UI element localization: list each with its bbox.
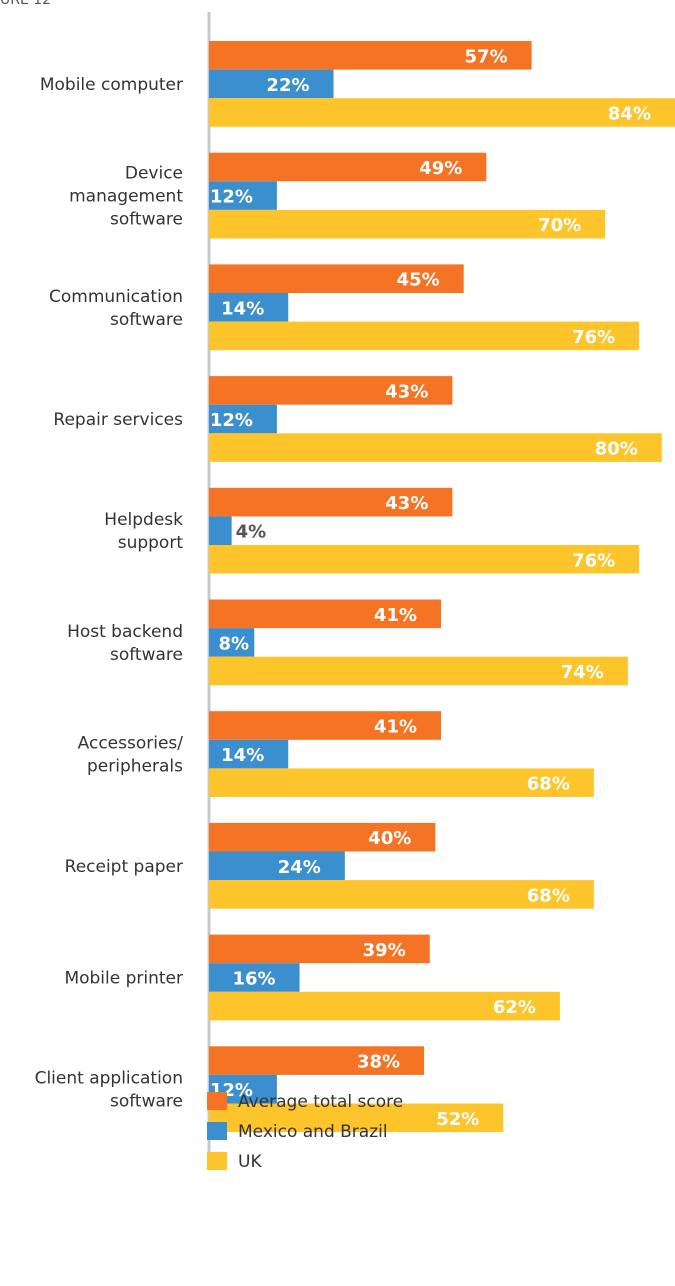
bar <box>209 293 289 322</box>
bar <box>209 851 345 881</box>
category-label: Receipt paper <box>65 857 183 877</box>
value-label: 40% <box>368 828 411 849</box>
bar <box>209 404 277 434</box>
value-label: 45% <box>397 270 440 291</box>
bar <box>209 934 430 964</box>
value-label: 43% <box>385 381 428 402</box>
bar <box>209 545 640 574</box>
bar <box>209 963 300 992</box>
legend-label: Mexico and Brazil <box>238 1122 388 1142</box>
value-label: 24% <box>278 857 321 878</box>
chart-title: URE 12 <box>0 0 51 8</box>
legend-label: UK <box>238 1152 262 1172</box>
value-label: 68% <box>527 885 570 906</box>
value-label: 39% <box>363 940 406 961</box>
category-label: Host backend software <box>67 622 183 665</box>
value-label: 74% <box>561 662 604 683</box>
legend-swatch <box>207 1092 227 1110</box>
value-label: 70% <box>538 215 581 236</box>
bar <box>209 768 594 797</box>
bar <box>209 376 453 405</box>
bar <box>209 822 436 852</box>
bar <box>209 880 594 909</box>
value-label: 41% <box>374 605 417 626</box>
bar <box>209 711 442 740</box>
bar <box>209 516 232 545</box>
value-label: 41% <box>374 717 417 738</box>
value-label: 4% <box>236 522 267 543</box>
value-label: 22% <box>266 75 309 96</box>
bar <box>209 41 532 70</box>
bar <box>209 264 464 293</box>
legend-label: Average total score <box>238 1092 403 1112</box>
value-label: 57% <box>465 46 508 67</box>
category-label: Client application software <box>35 1069 183 1112</box>
value-label: 52% <box>436 1109 479 1130</box>
bar <box>209 599 442 629</box>
bar <box>209 628 255 657</box>
legend-swatch <box>207 1122 227 1140</box>
bar <box>209 1046 425 1075</box>
bar <box>209 181 277 210</box>
value-label: 68% <box>527 774 570 795</box>
bar <box>209 1103 504 1133</box>
bar <box>209 991 560 1021</box>
bar <box>209 209 606 239</box>
legend-swatch <box>207 1152 227 1170</box>
value-label: 80% <box>595 439 638 460</box>
category-label: Accessories/peripherals <box>78 734 184 777</box>
category-label: Repair services <box>53 410 183 430</box>
value-label: 14% <box>221 298 264 319</box>
bar <box>209 656 628 686</box>
value-label: 14% <box>221 745 264 766</box>
bar <box>209 487 453 517</box>
bar <box>209 69 334 99</box>
category-label: Communication software <box>49 287 183 330</box>
value-label: 12% <box>210 410 253 431</box>
value-label: 49% <box>419 158 462 179</box>
value-label: 62% <box>493 997 536 1018</box>
bar <box>209 152 487 182</box>
category-label: Mobile computer <box>40 75 183 95</box>
value-label: 76% <box>572 550 615 571</box>
value-label: 16% <box>232 969 275 990</box>
bar <box>209 98 675 127</box>
value-label: 8% <box>218 633 249 654</box>
bar <box>209 321 640 351</box>
value-label: 84% <box>608 104 651 125</box>
value-label: 38% <box>357 1052 400 1073</box>
category-label: Helpdesk support <box>104 510 183 553</box>
value-label: 43% <box>385 493 428 514</box>
bar <box>209 739 289 769</box>
category-label: Device management software <box>69 164 183 230</box>
bar <box>209 433 662 462</box>
category-label: Mobile printer <box>64 969 183 989</box>
value-label: 76% <box>572 327 615 348</box>
value-label: 12% <box>210 187 253 208</box>
